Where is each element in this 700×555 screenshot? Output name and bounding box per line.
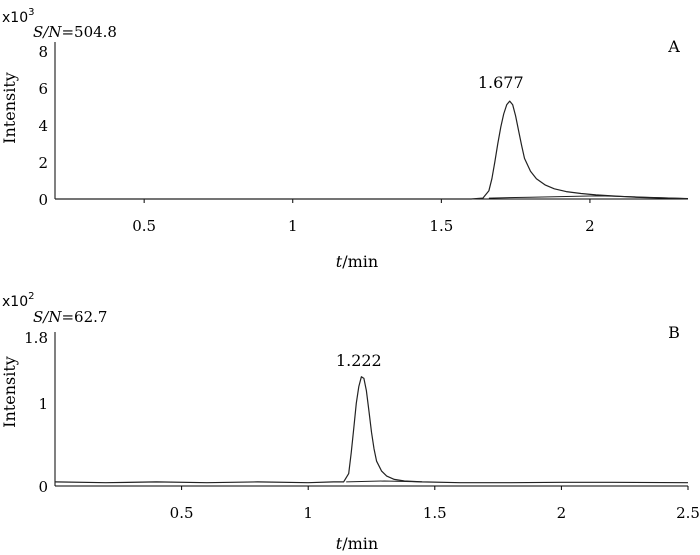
panel-b-y-tick-label-2: 1.8: [24, 329, 48, 347]
panel-b-x-tick-label-4: 2.5: [676, 504, 700, 522]
panel-a-x-axis-label: t/min: [336, 252, 378, 271]
panel-a-x-tick-label-1: 1: [288, 217, 298, 235]
panel-a-y-axis-label: Intensity: [0, 72, 19, 144]
panel-a-y-tick-label-3: 6: [38, 80, 48, 98]
panel-b-x-tick-label-2: 1.5: [423, 504, 447, 522]
panel-b-x-tick-label-0: 0.5: [170, 504, 194, 522]
panel-b-series-line-1: [346, 480, 423, 483]
panel-b-y-tick-label-0: 0: [38, 478, 48, 496]
panel-a-peak-label: 1.677: [478, 73, 524, 92]
panel-a: x103 S/N=504.8 A Intensity t/min 0.5 1 1.5…: [0, 7, 689, 271]
panel-b-series-line-0: [54, 376, 689, 484]
panel-b-scale-label: x102: [2, 291, 34, 310]
panel-b-y-axis-label: Intensity: [0, 356, 19, 428]
panel-a-y-tick-label-4: 8: [38, 43, 48, 61]
panel-b-letter: B: [668, 323, 680, 342]
panel-b-peak-label: 1.222: [336, 351, 382, 370]
panel-a-scale-label: x103: [2, 7, 34, 26]
panel-b-x-tick-label-1: 1: [303, 504, 313, 522]
panel-a-y-tick-label-1: 2: [38, 154, 48, 172]
panel-a-y-tick-label-0: 0: [38, 191, 48, 209]
panel-b-x-tick-label-3: 2: [557, 504, 567, 522]
panel-a-x-tick-label-2: 1.5: [429, 217, 453, 235]
panel-b-x-axis-label: t/min: [336, 534, 378, 553]
panel-a-series-line-0: [55, 100, 689, 200]
panel-a-x-tick-label-0: 0.5: [132, 217, 156, 235]
panel-a-y-tick-label-2: 4: [38, 117, 48, 135]
panel-a-x-tick-label-3: 2: [585, 217, 595, 235]
panel-b-sn-label: S/N=62.7: [33, 308, 107, 326]
panel-b-y-tick-label-1: 1: [38, 395, 48, 413]
panel-a-letter: A: [667, 37, 680, 56]
panel-b: x102 S/N=62.7 B Intensity t/min 0.5 1 1.5 2…: [0, 291, 700, 553]
panel-a-series-line-1: [488, 195, 689, 200]
panel-a-sn-label: S/N=504.8: [33, 23, 117, 41]
